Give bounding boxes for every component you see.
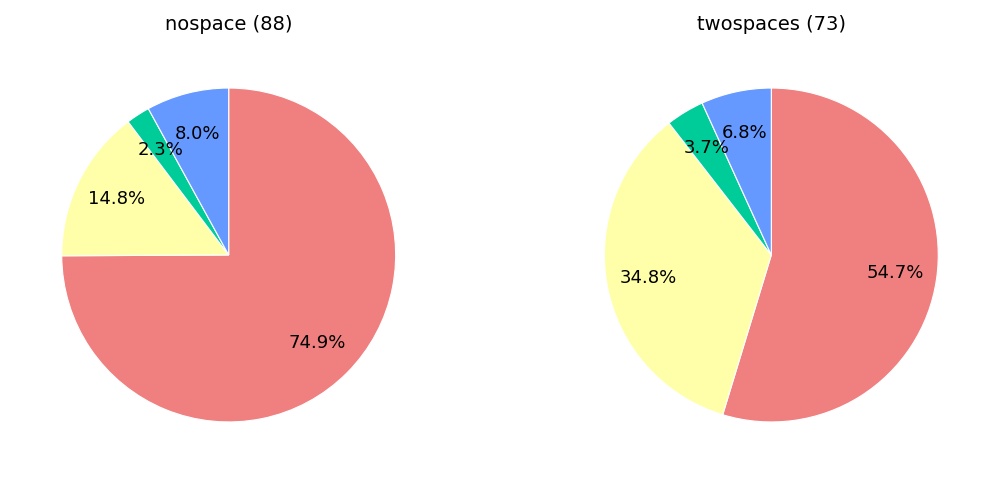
Wedge shape <box>604 123 771 414</box>
Wedge shape <box>669 103 771 255</box>
Wedge shape <box>702 88 771 255</box>
Text: 14.8%: 14.8% <box>88 190 145 208</box>
Text: 8.0%: 8.0% <box>175 124 220 142</box>
Wedge shape <box>723 88 938 422</box>
Title: twospaces (73): twospaces (73) <box>697 14 846 34</box>
Text: 54.7%: 54.7% <box>866 264 924 282</box>
Wedge shape <box>148 88 229 255</box>
Text: 2.3%: 2.3% <box>138 141 184 159</box>
Text: 74.9%: 74.9% <box>289 334 346 352</box>
Text: 34.8%: 34.8% <box>620 268 677 286</box>
Wedge shape <box>62 88 396 422</box>
Text: 6.8%: 6.8% <box>722 124 768 142</box>
Wedge shape <box>62 122 229 256</box>
Wedge shape <box>128 108 229 255</box>
Title: nospace (88): nospace (88) <box>165 14 292 34</box>
Text: 3.7%: 3.7% <box>684 139 729 157</box>
